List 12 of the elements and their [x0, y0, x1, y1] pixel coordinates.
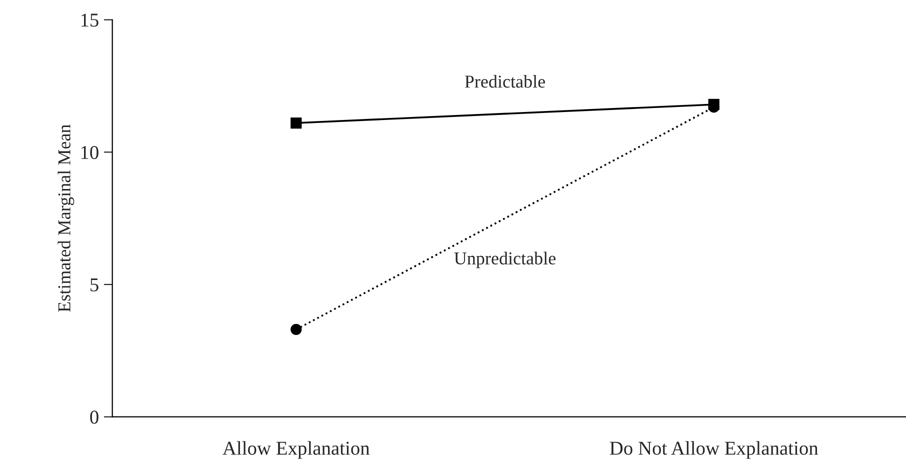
y-tick-label: 15	[81, 14, 98, 27]
point	[290, 117, 302, 129]
x-tick-label: Do Not Allow Explanation	[610, 441, 818, 459]
series-label: Unpredictable	[454, 252, 556, 268]
point	[708, 98, 720, 110]
y-tick-label: 10	[81, 146, 98, 160]
y-tick-label: 0	[90, 410, 98, 424]
series-label: Predictable	[464, 75, 545, 88]
y-tick-label: 5	[90, 278, 98, 292]
point	[290, 324, 302, 336]
y-axis-title: Estimated Marginal Mean	[58, 124, 74, 312]
x-tick-label: Allow Explanation	[222, 441, 370, 459]
